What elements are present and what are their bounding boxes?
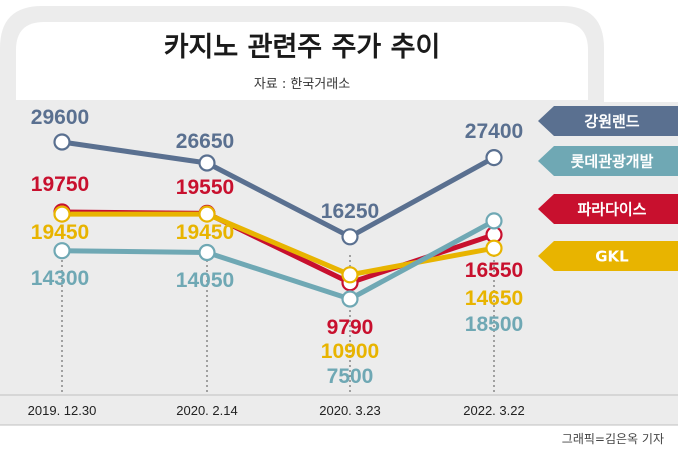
value-label-파라다이스-3: 16550 — [465, 259, 523, 282]
value-label-롯데관광개발-2: 7500 — [327, 365, 374, 388]
value-label-GKL-3: 14650 — [465, 287, 523, 310]
value-label-GKL-1: 19450 — [176, 221, 234, 244]
legend-label-파라다이스: 파라다이스 — [577, 201, 646, 219]
x-tick-label-3: 2022. 3.22 — [463, 403, 524, 418]
x-tick-labels: 2019. 12.30 2020. 2.14 2020. 3.23 2022. 3.2… — [28, 403, 525, 418]
legend-tag-GKL — [538, 241, 678, 271]
data-point-롯데관광개발-3 — [485, 212, 503, 230]
x-tick-label-1: 2020. 2.14 — [176, 403, 237, 418]
data-point-강원랜드-0 — [53, 133, 71, 151]
data-point-롯데관광개발-0 — [53, 242, 71, 260]
legend-label-롯데관광개발: 롯데관광개발 — [571, 153, 654, 171]
data-point-롯데관광개발-2 — [341, 290, 359, 308]
value-label-롯데관광개발-3: 18500 — [465, 313, 523, 336]
value-label-강원랜드-2: 16250 — [321, 200, 379, 223]
chart-title: 카지노 관련주 주가 추이 — [164, 32, 441, 63]
legend-tag-롯데관광개발 — [538, 146, 678, 176]
legend-tag-강원랜드 — [538, 106, 678, 136]
background-panel — [0, 6, 678, 395]
value-label-롯데관광개발-1: 14050 — [176, 269, 234, 292]
title-band — [16, 22, 588, 100]
data-point-GKL-2 — [341, 266, 359, 284]
x-tick-label-0: 2019. 12.30 — [28, 403, 97, 418]
value-label-강원랜드-3: 27400 — [465, 120, 523, 143]
legend-label-GKL: GKL — [595, 248, 629, 266]
value-label-파라다이스-0: 19750 — [31, 173, 89, 196]
series-line-강원랜드 — [59, 139, 497, 240]
data-point-강원랜드-1 — [198, 154, 216, 172]
legend-tag-파라다이스 — [538, 194, 678, 224]
graphic-credit: 그래픽=김은옥 기자 — [562, 432, 664, 446]
value-label-GKL-0: 19450 — [31, 221, 89, 244]
legend-label-강원랜드: 강원랜드 — [584, 113, 639, 131]
data-point-강원랜드-3 — [485, 149, 503, 167]
data-point-GKL-1 — [198, 205, 216, 223]
value-label-파라다이스-1: 19550 — [176, 176, 234, 199]
value-labels: 29600 26650 16250 27400 19750 19550 9790 16550 1… — [31, 106, 523, 388]
guide-lines — [61, 255, 495, 395]
data-point-GKL-0 — [53, 205, 71, 223]
series-lines — [59, 139, 497, 302]
series-points — [53, 133, 503, 308]
value-label-강원랜드-1: 26650 — [176, 130, 234, 153]
data-point-강원랜드-2 — [341, 228, 359, 246]
value-label-롯데관광개발-0: 14300 — [31, 267, 89, 290]
axis-band — [0, 395, 678, 425]
series-line-롯데관광개발 — [59, 218, 497, 302]
data-point-롯데관광개발-1 — [198, 243, 216, 262]
value-label-파라다이스-2: 9790 — [327, 316, 374, 339]
data-point-GKL-3 — [485, 239, 503, 257]
x-tick-label-2: 2020. 3.23 — [319, 403, 380, 418]
value-label-강원랜드-0: 29600 — [31, 106, 89, 129]
value-label-GKL-2: 10900 — [321, 340, 379, 363]
chart-source: 자료 : 한국거래소 — [254, 77, 350, 92]
